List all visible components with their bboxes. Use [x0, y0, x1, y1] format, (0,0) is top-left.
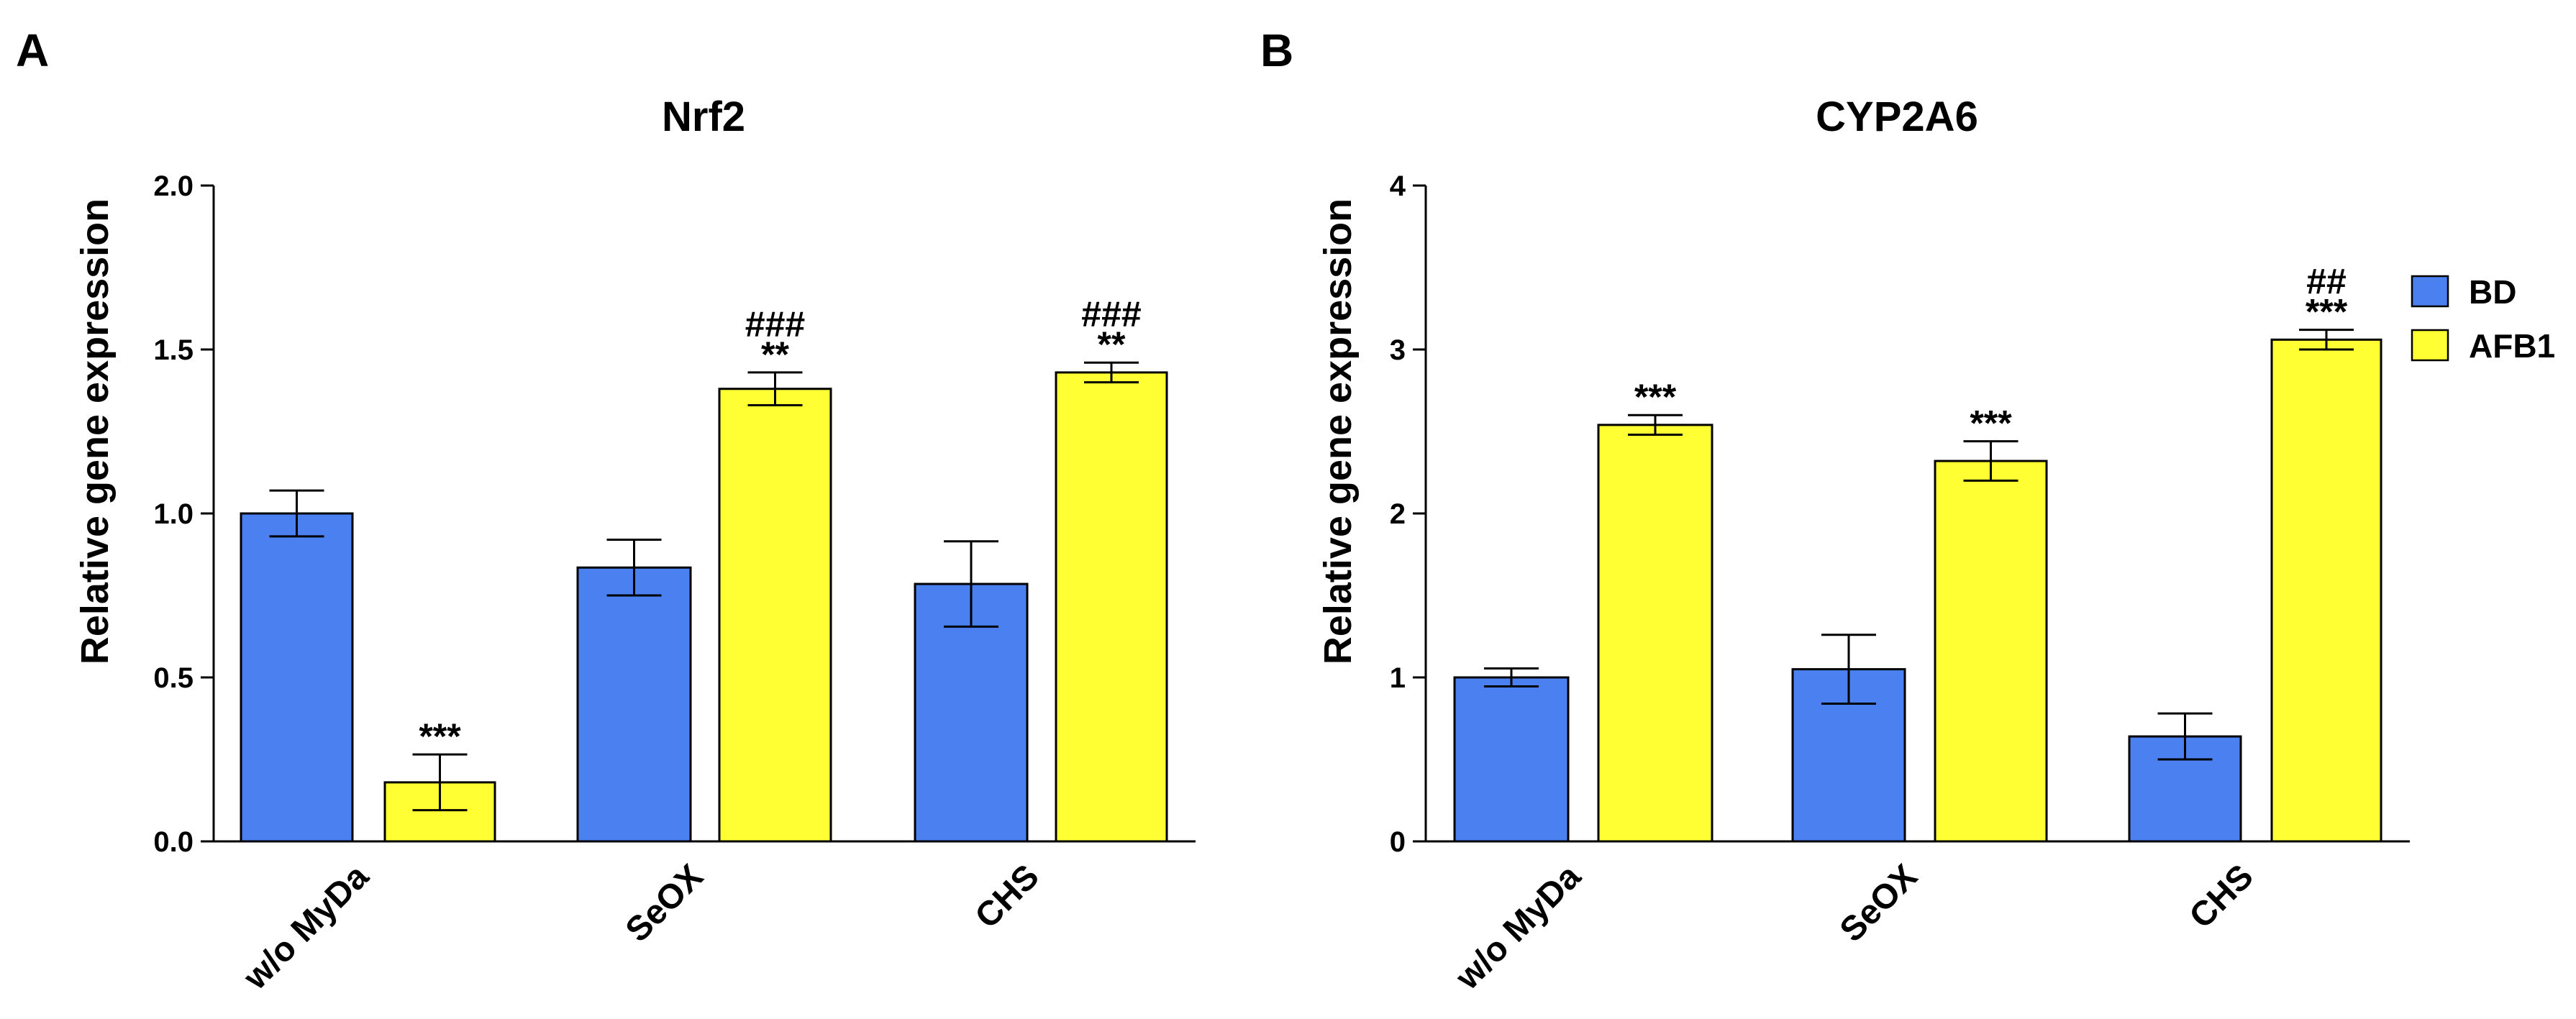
legend-swatch-afb1: [2411, 329, 2449, 362]
significance-label-hash: ##: [2306, 262, 2347, 302]
bar-bd: [1453, 676, 1570, 843]
panel-b-y-ticks: 0 1 2 3 4: [1390, 170, 1426, 858]
legend-label-afb1: AFB1: [2469, 327, 2555, 365]
panel-a-chart: A Nrf2 Relative gene expression 0.0 0.5 1.…: [16, 24, 1196, 997]
y-tick-label: 0.0: [153, 826, 194, 858]
category-label: SeOX: [619, 857, 711, 949]
bar-bd: [240, 512, 354, 843]
bar-afb1: [718, 388, 832, 843]
category-label: SeOX: [1833, 857, 1925, 949]
y-tick-label: 1.5: [153, 334, 194, 366]
significance-label-hash: ###: [745, 304, 805, 344]
significance-label: **: [761, 334, 789, 375]
y-tick-label: 3: [1390, 334, 1406, 366]
bar-afb1: [1934, 460, 2048, 843]
panel-b-label: B: [1260, 24, 1293, 76]
legend-label-bd: BD: [2469, 273, 2516, 311]
legend: BD AFB1: [2411, 273, 2555, 365]
panel-b-categories: w/o MyDa SeOX CHS: [1448, 857, 2261, 997]
y-tick-label: 1: [1390, 662, 1406, 694]
panel-a-title: Nrf2: [662, 93, 745, 140]
bar-bd: [576, 566, 692, 843]
significance-label: ***: [419, 716, 461, 757]
panel-b-bars: *********##: [1453, 262, 2382, 843]
legend-swatch-bd: [2411, 275, 2449, 308]
significance-label: ***: [1634, 377, 1677, 417]
panel-a-bars: *****###**###: [240, 294, 1168, 843]
y-tick-label: 0.5: [153, 662, 194, 694]
bar-afb1: [1597, 424, 1713, 843]
y-tick-label: 2.0: [153, 170, 194, 202]
panel-a-label: A: [16, 24, 49, 76]
category-label: w/o MyDa: [1448, 857, 1588, 997]
significance-label: ***: [2306, 292, 2348, 332]
y-tick-label: 1.0: [153, 498, 194, 530]
panel-a-y-axis-title: Relative gene expression: [73, 198, 117, 664]
category-label: CHS: [968, 857, 1047, 936]
panel-a-y-ticks: 0.0 0.5 1.0 1.5 2.0: [153, 170, 214, 858]
significance-label: **: [1098, 324, 1126, 365]
panel-b-y-axis-title: Relative gene expression: [1316, 198, 1360, 664]
significance-label-hash: ###: [1081, 294, 1141, 334]
y-tick-label: 2: [1390, 498, 1406, 530]
panel-a-categories: w/o MyDa SeOX CHS: [236, 857, 1047, 997]
bar-afb1: [1055, 371, 1168, 843]
panel-b-chart: B CYP2A6 Relative gene expression 01234 …: [1260, 24, 2410, 997]
panel-b-title: CYP2A6: [1816, 93, 1978, 140]
category-label: CHS: [2183, 857, 2261, 936]
category-label: w/o MyDa: [236, 857, 376, 997]
significance-label: ***: [1970, 403, 2012, 444]
bar-afb1: [2270, 338, 2382, 843]
y-tick-label: 4: [1390, 170, 1406, 202]
y-tick-label: 0: [1390, 826, 1406, 858]
